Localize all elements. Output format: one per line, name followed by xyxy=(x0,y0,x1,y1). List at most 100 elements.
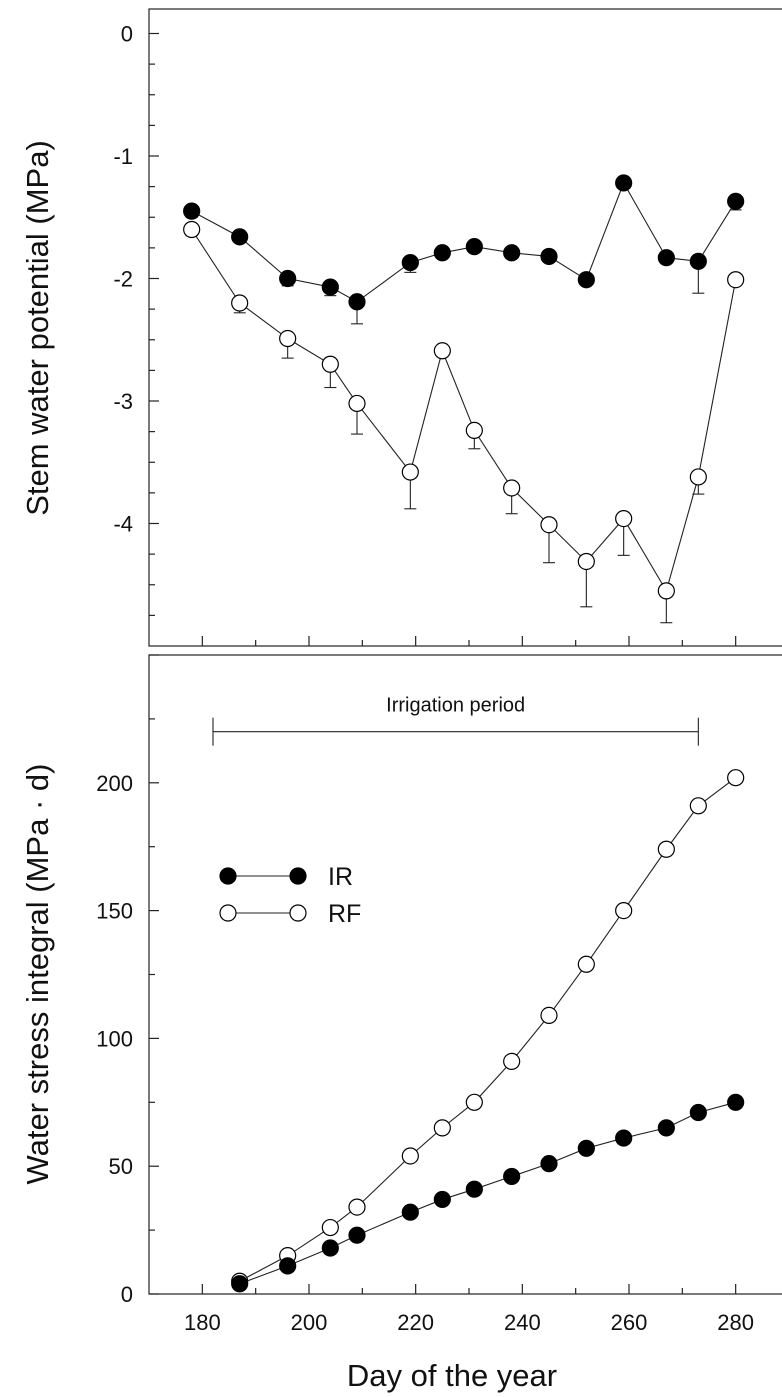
bottom-point-ir xyxy=(279,1257,297,1275)
bottom-point-ir xyxy=(540,1155,558,1173)
bottom-point-ir xyxy=(657,1119,675,1137)
x-tick-label: 200 xyxy=(291,1310,328,1335)
legend-marker-ir xyxy=(219,867,237,885)
bottom-point-ir xyxy=(321,1239,339,1257)
bottom-y-tick-label: 50 xyxy=(109,1154,133,1179)
legend-label-ir: IR xyxy=(328,863,353,891)
top-point-rf xyxy=(657,582,675,600)
top-point-ir xyxy=(348,293,366,311)
legend-label-rf: RF xyxy=(328,900,361,928)
bottom-point-rf xyxy=(401,1147,419,1165)
top-point-ir xyxy=(577,271,595,289)
bottom-y-axis-title: Water stress integral (MPa · d) xyxy=(20,764,55,1185)
top-series-rf xyxy=(183,220,745,624)
top-y-tick-label: -1 xyxy=(113,144,133,169)
bottom-point-ir xyxy=(689,1103,707,1122)
top-point-rf xyxy=(231,294,249,312)
bottom-point-rf xyxy=(348,1198,366,1216)
legend: IR RF xyxy=(219,863,361,928)
top-y-tick-label: -4 xyxy=(113,512,133,537)
top-point-ir xyxy=(183,202,201,220)
top-y-axis-title: Stem water potential (MPa) xyxy=(20,140,55,516)
irrigation-period-bracket: Irrigation period xyxy=(212,695,699,746)
bottom-y-tick-label: 100 xyxy=(96,1026,133,1051)
bottom-point-rf xyxy=(465,1093,483,1111)
top-point-rf xyxy=(727,271,745,289)
top-point-rf xyxy=(321,355,339,373)
top-point-rf xyxy=(689,468,707,486)
x-tick-label: 280 xyxy=(717,1310,754,1335)
top-line-rf xyxy=(191,229,737,593)
top-x-axis-ticks xyxy=(201,636,737,646)
x-tick-label: 240 xyxy=(504,1310,541,1335)
bottom-y-tick-label: 200 xyxy=(96,771,133,796)
bottom-point-rf xyxy=(540,1006,558,1024)
x-tick-label: 220 xyxy=(397,1310,434,1335)
top-point-rf xyxy=(465,421,483,439)
top-plot-frame xyxy=(148,8,782,647)
top-point-ir xyxy=(433,244,451,262)
top-point-rf xyxy=(401,463,419,481)
bottom-point-rf xyxy=(727,769,745,787)
bottom-series-group xyxy=(231,769,745,1293)
bottom-point-rf xyxy=(321,1218,339,1237)
top-y-tick-label: -2 xyxy=(113,267,133,292)
bottom-y-axis: 0 50 100 150 200 xyxy=(96,654,159,1307)
top-series-ir xyxy=(183,174,745,325)
bottom-point-ir xyxy=(503,1167,521,1186)
top-point-rf xyxy=(279,329,297,348)
bottom-y-tick-label: 0 xyxy=(121,1282,133,1307)
top-point-ir xyxy=(231,228,249,246)
bottom-point-ir xyxy=(401,1203,419,1221)
bottom-point-ir xyxy=(577,1139,595,1157)
bottom-point-rf xyxy=(503,1052,521,1071)
top-point-ir xyxy=(689,252,707,270)
bottom-point-ir xyxy=(727,1093,745,1111)
x-tick-label: 260 xyxy=(611,1310,648,1335)
top-line-ir xyxy=(191,181,737,303)
top-point-rf xyxy=(540,516,558,534)
legend-marker-rf xyxy=(219,904,237,922)
bottom-point-rf xyxy=(577,955,595,973)
top-point-rf xyxy=(183,220,201,239)
bottom-x-axis: 180 200 220 240 260 280 xyxy=(184,1284,754,1335)
bottom-point-ir xyxy=(231,1275,249,1293)
stem-water-potential-panel: 0 -1 -2 -3 -4 Stem water potential (MPa) xyxy=(20,8,782,647)
legend-marker-rf xyxy=(289,904,307,922)
top-point-rf xyxy=(348,394,366,413)
x-tick-label: 180 xyxy=(184,1310,221,1335)
top-point-rf xyxy=(615,509,633,528)
top-point-ir xyxy=(657,249,675,267)
bottom-series-ir xyxy=(231,1093,745,1293)
water-stress-integral-panel: 0 50 100 150 200 180 200 220 240 260 280 Irrigati… xyxy=(20,654,782,1393)
bottom-point-rf xyxy=(615,901,633,920)
top-point-rf xyxy=(503,479,521,497)
top-point-ir xyxy=(401,253,419,272)
top-y-axis: 0 -1 -2 -3 -4 xyxy=(113,22,159,616)
top-y-tick-label: 0 xyxy=(121,22,133,47)
x-axis-title: Day of the year xyxy=(347,1358,557,1393)
bottom-plot-frame xyxy=(148,654,782,1295)
bottom-point-ir xyxy=(465,1180,483,1198)
top-point-ir xyxy=(615,174,633,192)
legend-entry-ir: IR xyxy=(219,863,353,891)
top-point-ir xyxy=(465,238,483,256)
bottom-point-rf xyxy=(433,1119,451,1137)
legend-entry-rf: RF xyxy=(219,900,361,928)
top-point-ir xyxy=(279,269,297,288)
bottom-point-rf xyxy=(657,840,675,858)
bottom-y-tick-label: 150 xyxy=(96,899,133,924)
bottom-point-ir xyxy=(433,1190,451,1209)
bottom-series-rf xyxy=(231,769,745,1290)
top-point-ir xyxy=(540,247,558,266)
bottom-point-rf xyxy=(689,797,707,815)
legend-marker-ir xyxy=(289,867,307,885)
top-point-ir xyxy=(321,278,339,296)
top-point-rf xyxy=(577,552,595,571)
irrigation-period-label: Irrigation period xyxy=(386,695,525,717)
top-point-ir xyxy=(503,244,521,262)
top-point-ir xyxy=(727,192,745,210)
bottom-point-ir xyxy=(615,1129,633,1147)
top-point-rf xyxy=(433,342,451,360)
